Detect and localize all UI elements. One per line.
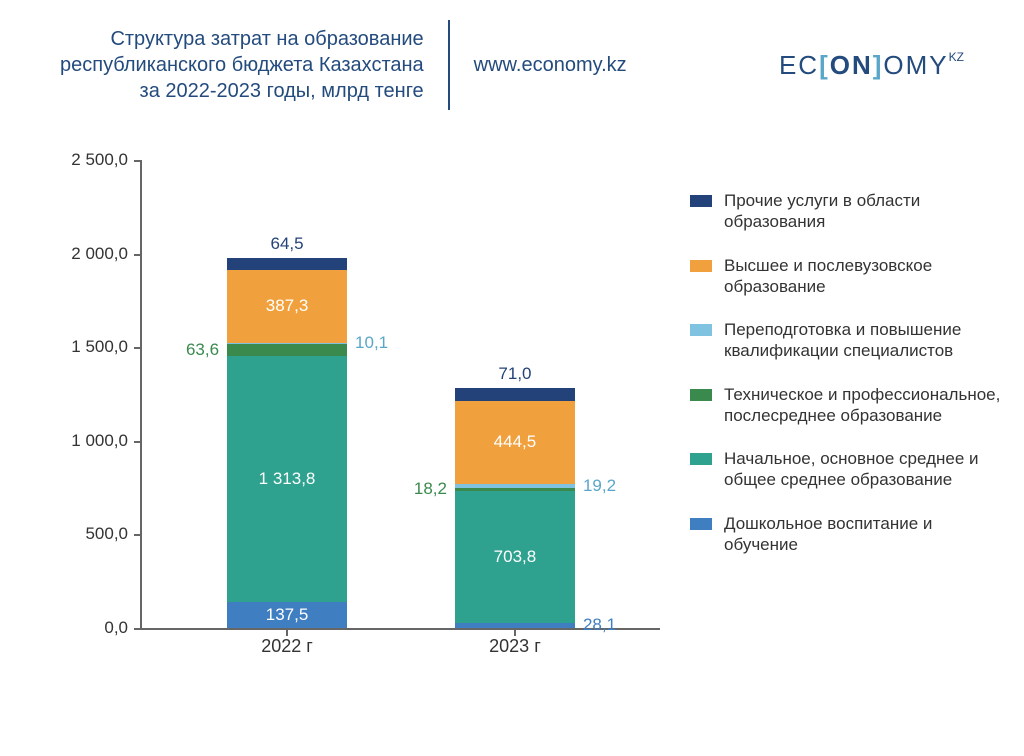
value-label: 64,5 bbox=[270, 234, 303, 254]
x-tick-label: 2022 г bbox=[261, 636, 313, 657]
logo-part-on: ON bbox=[830, 50, 873, 80]
chart-area: 0,0 500,0 1 000,0 1 500,0 2 000,0 2 500,0 2022… bbox=[40, 150, 680, 690]
economy-logo: EC[ON]OMYKZ bbox=[779, 50, 984, 81]
logo-part-kz: KZ bbox=[949, 50, 964, 64]
value-label: 18,2 bbox=[414, 479, 447, 499]
title-line-2: республиканского бюджета Казахстана bbox=[60, 52, 424, 78]
legend-swatch bbox=[690, 389, 712, 401]
chart-title: Структура затрат на образование республи… bbox=[60, 26, 448, 104]
y-tick-label: 1 500,0 bbox=[71, 337, 128, 357]
legend-label: Начальное, основное среднее и общее сред… bbox=[724, 448, 1004, 491]
y-tick: 2 500,0 bbox=[142, 160, 660, 161]
bar-segment-retrain bbox=[227, 343, 347, 345]
y-tick-label: 2 500,0 bbox=[71, 150, 128, 170]
y-tick-label: 2 000,0 bbox=[71, 244, 128, 264]
x-tick bbox=[514, 628, 516, 636]
bar-segment-other bbox=[227, 258, 347, 270]
y-tick-label: 1 000,0 bbox=[71, 431, 128, 451]
value-label: 1 313,8 bbox=[259, 469, 316, 489]
legend-swatch bbox=[690, 195, 712, 207]
legend-label: Техническое и профессиональное, послесре… bbox=[724, 384, 1004, 427]
legend-item-higher: Высшее и послевузовское образование bbox=[690, 255, 1004, 298]
x-tick-label: 2023 г bbox=[489, 636, 541, 657]
plot-area: 0,0500,01 000,01 500,02 000,02 500,02022… bbox=[140, 160, 660, 630]
main-area: 0,0 500,0 1 000,0 1 500,0 2 000,0 2 500,0 2022… bbox=[0, 120, 1024, 690]
bar-segment-retrain bbox=[455, 484, 575, 488]
legend-label: Высшее и послевузовское образование bbox=[724, 255, 1004, 298]
legend-swatch bbox=[690, 260, 712, 272]
logo-part-omy: OMY bbox=[883, 50, 948, 80]
legend-item-other: Прочие услуги в области образования bbox=[690, 190, 1004, 233]
legend-item-tech: Техническое и профессиональное, послесре… bbox=[690, 384, 1004, 427]
value-label: 28,1 bbox=[583, 615, 616, 635]
y-tick: 2 000,0 bbox=[142, 254, 660, 255]
value-label: 444,5 bbox=[494, 432, 537, 452]
legend-swatch bbox=[690, 518, 712, 530]
value-label: 19,2 bbox=[583, 476, 616, 496]
bar bbox=[227, 160, 347, 628]
bar-segment-tech bbox=[455, 488, 575, 491]
y-tick: 1 000,0 bbox=[142, 441, 660, 442]
header: Структура затрат на образование республи… bbox=[0, 0, 1024, 120]
value-label: 387,3 bbox=[266, 296, 309, 316]
y-tick-label: 500,0 bbox=[85, 524, 128, 544]
x-tick bbox=[286, 628, 288, 636]
legend-item-retrain: Переподготовка и повышение квалификации … bbox=[690, 319, 1004, 362]
legend-item-primary: Начальное, основное среднее и общее сред… bbox=[690, 448, 1004, 491]
y-tick: 1 500,0 bbox=[142, 347, 660, 348]
legend-swatch bbox=[690, 324, 712, 336]
legend-item-preschool: Дошкольное воспитание и обучение bbox=[690, 513, 1004, 556]
legend-swatch bbox=[690, 453, 712, 465]
title-line-1: Структура затрат на образование bbox=[60, 26, 424, 52]
value-label: 10,1 bbox=[355, 333, 388, 353]
legend-label: Переподготовка и повышение квалификации … bbox=[724, 319, 1004, 362]
legend: Прочие услуги в области образования Высше… bbox=[680, 150, 1004, 690]
bar-segment-tech bbox=[227, 344, 347, 356]
y-tick: 500,0 bbox=[142, 534, 660, 535]
bar-segment-other bbox=[455, 388, 575, 401]
source-url: www.economy.kz bbox=[450, 54, 627, 77]
logo-part-lb: [ bbox=[819, 50, 830, 80]
value-label: 63,6 bbox=[186, 340, 219, 360]
legend-label: Прочие услуги в области образования bbox=[724, 190, 1004, 233]
value-label: 137,5 bbox=[266, 605, 309, 625]
logo-part-rb: ] bbox=[873, 50, 884, 80]
title-line-3: за 2022-2023 годы, млрд тенге bbox=[60, 78, 424, 104]
value-label: 71,0 bbox=[498, 364, 531, 384]
legend-label: Дошкольное воспитание и обучение bbox=[724, 513, 1004, 556]
logo-part-ec: EC bbox=[779, 50, 819, 80]
bar-segment-preschool bbox=[455, 623, 575, 628]
value-label: 703,8 bbox=[494, 547, 537, 567]
y-tick-label: 0,0 bbox=[104, 618, 128, 638]
